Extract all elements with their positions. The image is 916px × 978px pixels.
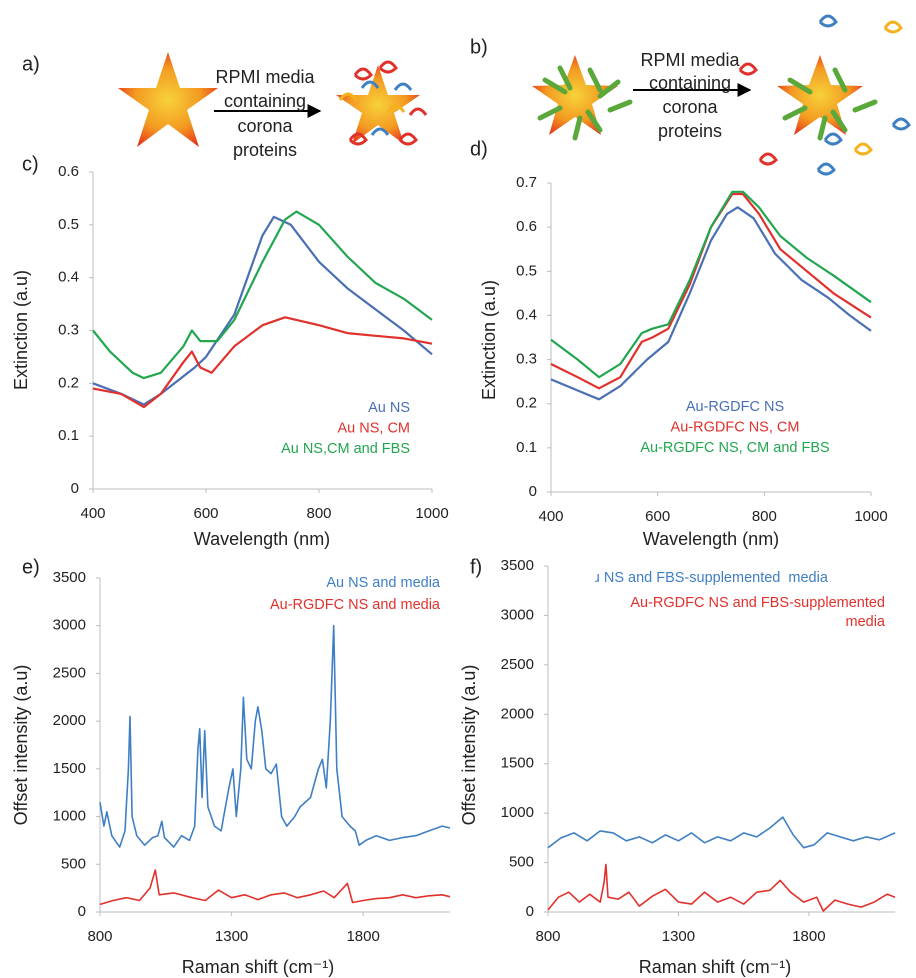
schematic-text: RPMI media (215, 67, 315, 87)
y-tick-label: 3000 (53, 617, 86, 634)
series-line (92, 210, 433, 380)
y-tick-label: 0 (78, 903, 86, 920)
legend-entry: Au NS and FBS-supplemented media (595, 570, 828, 586)
panel-label: d) (470, 138, 488, 160)
y-tick-label: 2500 (53, 664, 86, 681)
legend-entry: Au NS (368, 400, 410, 416)
y-axis-title: Offset intensity (a.u) (11, 665, 31, 826)
x-tick-label: 800 (87, 928, 112, 945)
y-tick-label: 0.6 (516, 218, 537, 235)
legend-entry: Au NS and media (326, 575, 441, 591)
x-tick-label: 1000 (415, 505, 448, 522)
series-line (99, 869, 451, 906)
schematic-text: RPMI media (640, 50, 740, 70)
x-tick-label: 1000 (854, 508, 887, 525)
y-tick-label: 0.3 (58, 321, 79, 338)
y-tick-label: 0.1 (58, 427, 79, 444)
legend-entry: Au NS,CM and FBS (281, 441, 410, 457)
legend-box: Au NS and FBS-supplemented media (595, 570, 828, 586)
y-tick-label: 0.5 (58, 216, 79, 233)
y-tick-label: 0.7 (516, 174, 537, 191)
functionalized-star (738, 14, 911, 176)
x-tick-label: 600 (645, 508, 670, 525)
schematic-text: corona (662, 97, 718, 117)
y-tick-label: 0 (529, 483, 537, 500)
x-tick-label: 800 (752, 508, 777, 525)
x-tick-label: 400 (80, 505, 105, 522)
y-tick-label: 2000 (53, 712, 86, 729)
legend-entry: Au-RGDFC NS and media (270, 597, 441, 613)
x-tick-label: 800 (306, 505, 331, 522)
schematic-text: corona (237, 116, 293, 136)
panel-label: b) (470, 36, 488, 58)
panel-label: e) (22, 556, 40, 578)
legend-entry: Au NS, CM (337, 420, 410, 436)
coated-star (336, 60, 428, 146)
schematic-text: containing (649, 73, 731, 93)
legend-entry: Au-RGDFC NS and FBS-supplemented media (630, 595, 885, 630)
y-tick-label: 0 (71, 480, 79, 497)
legend-entry: Au-RGDFC NS (686, 399, 784, 415)
y-tick-label: 3000 (501, 606, 534, 623)
star (118, 52, 218, 147)
x-axis-title: Wavelength (nm) (643, 529, 779, 549)
series-line (547, 863, 896, 912)
y-tick-label: 1000 (501, 804, 534, 821)
y-tick-label: 0.5 (516, 262, 537, 279)
x-tick-label: 1300 (662, 928, 695, 945)
y-tick-label: 2000 (501, 705, 534, 722)
y-tick-label: 3500 (53, 569, 86, 586)
x-axis-title: Wavelength (nm) (194, 529, 330, 549)
y-tick-label: 1500 (53, 760, 86, 777)
x-axis-title: Raman shift (cm⁻¹) (182, 957, 335, 977)
x-tick-label: 800 (535, 928, 560, 945)
legend-entry: Au-RGDFC NS, CM (671, 419, 800, 435)
y-tick-label: 3500 (501, 557, 534, 574)
x-tick-label: 1800 (346, 928, 379, 945)
schematic-text: containing (224, 91, 306, 111)
y-tick-label: 0.4 (58, 269, 79, 286)
y-tick-label: 0.2 (516, 395, 537, 412)
x-tick-label: 400 (538, 508, 563, 525)
y-tick-label: 0.1 (516, 439, 537, 456)
y-tick-label: 500 (61, 855, 86, 872)
y-tick-label: 1500 (501, 755, 534, 772)
y-tick-label: 2500 (501, 656, 534, 673)
legend-entry: Au-RGDFC NS, CM and FBS (640, 440, 829, 456)
y-tick-label: 0.2 (58, 374, 79, 391)
schematic-text: proteins (658, 121, 722, 141)
y-tick-label: 500 (509, 854, 534, 871)
series-line (92, 215, 433, 406)
y-axis-title: Extinction (a.u) (11, 270, 31, 390)
y-tick-label: 0 (526, 903, 534, 920)
legend-box: Au-RGDFC NS and FBS-supplemented media (630, 595, 885, 630)
y-tick-label: 1000 (53, 808, 86, 825)
y-tick-label: 0.6 (58, 163, 79, 180)
series-line (547, 816, 896, 849)
y-tick-label: 0.3 (516, 351, 537, 368)
x-tick-label: 1300 (215, 928, 248, 945)
series-line (550, 192, 872, 390)
schematic-text: proteins (233, 140, 297, 160)
y-axis-title: Offset intensity (a.u) (459, 665, 479, 826)
functionalized-star (532, 55, 633, 141)
series-line (550, 206, 872, 401)
x-axis-title: Raman shift (cm⁻¹) (639, 957, 792, 977)
panel-label: c) (22, 153, 39, 175)
y-axis-title: Extinction (a.u) (479, 280, 499, 400)
series-line (550, 190, 872, 379)
series-line (99, 624, 451, 848)
x-tick-label: 600 (193, 505, 218, 522)
series-line (92, 316, 433, 409)
panel-label: f) (470, 556, 482, 578)
y-tick-label: 0.4 (516, 306, 537, 323)
panel-label: a) (22, 53, 40, 75)
x-tick-label: 1800 (792, 928, 825, 945)
